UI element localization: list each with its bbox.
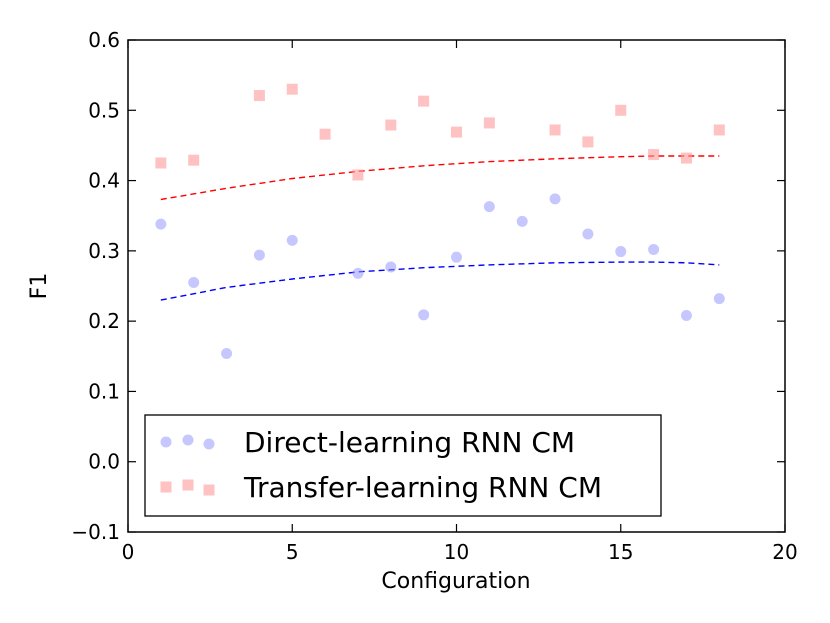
trend-lines [160,155,720,301]
data-point-0-16 [713,293,725,305]
data-point-1-9 [483,117,495,129]
legend-label-direct: Direct-learning RNN CM [244,426,575,459]
x-tick-label: 10 [444,540,469,564]
legend-markers-direct [160,434,215,450]
trend-line-1 [160,155,720,201]
data-point-0-3 [253,249,265,261]
data-point-0-5 [352,267,364,279]
y-axis-label: F1 [27,273,52,300]
y-tick-label: −0.1 [71,520,120,544]
x-tick-label: 5 [286,540,299,564]
data-point-1-3 [286,83,298,95]
y-tick-label: 0.6 [88,28,120,52]
data-point-1-7 [418,95,430,107]
data-point-1-4 [319,128,331,140]
legend-marker [203,484,215,496]
x-tick-label: 20 [772,540,797,564]
data-point-0-8 [451,251,462,263]
data-point-1-12 [615,104,627,116]
data-point-1-6 [385,119,397,131]
data-point-1-8 [451,126,462,138]
data-point-1-15 [713,124,725,136]
legend-marker [182,434,194,446]
data-point-0-0 [155,218,167,230]
data-point-0-6 [385,261,397,273]
axis-ticks: 0 5 10 15 20 −0.1 0.0 0.1 0.2 0.3 0.4 0.5 0.6 [71,28,797,564]
data-point-1-14 [680,152,692,164]
data-point-0-12 [582,228,594,240]
data-point-0-1 [188,276,200,288]
x-axis-label: Configuration [381,569,530,594]
data-point-0-7 [418,309,430,321]
data-point-0-15 [680,310,692,322]
data-point-0-9 [483,201,495,213]
legend-marker [203,438,215,450]
y-tick-label: 0.4 [88,169,120,193]
x-tick-label: 15 [608,540,633,564]
data-point-0-14 [648,243,660,255]
legend-box [144,414,662,517]
data-point-0-4 [286,234,298,246]
data-point-1-2 [253,90,265,102]
legend-marker [182,479,194,491]
legend-marker [160,481,172,493]
data-points [155,83,725,359]
y-tick-label: 0.1 [88,379,120,403]
data-point-1-1 [188,154,200,166]
data-point-1-5 [352,169,364,181]
data-point-1-11 [582,136,594,148]
y-tick-label: 0.5 [88,98,120,122]
y-tick-label: 0.2 [88,309,120,333]
trend-line-0 [160,261,720,301]
data-point-0-10 [516,215,528,227]
y-tick-label: 0.0 [88,450,120,474]
x-tick-label: 0 [122,540,135,564]
data-point-1-13 [648,149,660,161]
legend: Direct-learning RNN CM Transfer-learning… [144,414,662,517]
data-point-0-2 [221,347,233,359]
data-point-1-0 [155,157,167,169]
y-tick-label: 0.3 [88,239,120,263]
data-point-0-13 [615,246,627,258]
legend-markers-transfer [160,479,215,496]
legend-marker [160,436,172,448]
data-point-1-10 [549,124,561,136]
legend-label-transfer: Transfer-learning RNN CM [243,471,602,504]
data-point-0-11 [549,193,561,205]
